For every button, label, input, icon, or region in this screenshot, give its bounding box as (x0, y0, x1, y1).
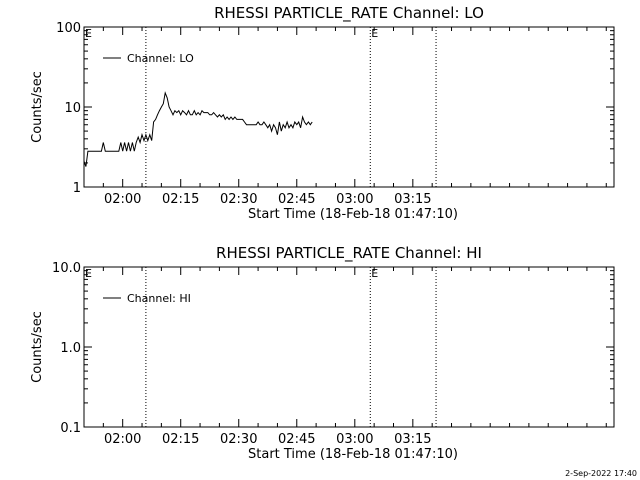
series-line (83, 91, 313, 167)
y-tick-label: 10.0 (52, 261, 81, 276)
chart-panel-hi: RHESSI PARTICLE_RATE Channel: HI E E 02:00 0… (30, 244, 615, 462)
legend-entry: Channel: HI (127, 292, 191, 305)
e-mark: E (85, 27, 92, 40)
y-tick-label: 1 (73, 181, 81, 196)
e-mark: E (371, 27, 378, 40)
legend-entry: Channel: LO (127, 52, 194, 65)
x-axis-label: Start Time (18-Feb-18 01:47:10) (248, 447, 458, 462)
y-tick-label: 10 (64, 101, 81, 116)
footer-timestamp: 2-Sep-2022 17:40 (565, 469, 637, 478)
x-tick-label: 03:15 (394, 432, 431, 447)
x-tick-label: 02:30 (220, 432, 257, 447)
x-tick-label: 03:00 (336, 192, 373, 207)
x-tick-label: 02:45 (278, 432, 315, 447)
plot-frame (83, 266, 615, 428)
chart-title: RHESSI PARTICLE_RATE Channel: LO (214, 4, 484, 23)
chart-title: RHESSI PARTICLE_RATE Channel: HI (216, 244, 482, 263)
x-tick-label: 03:15 (394, 192, 431, 207)
plot-frame (83, 26, 615, 188)
x-tick-label: 02:30 (220, 192, 257, 207)
e-mark: E (85, 267, 92, 280)
y-tick-label: 1.0 (60, 341, 81, 356)
y-axis-label: Counts/sec (30, 71, 45, 143)
y-tick-label: 0.1 (60, 421, 81, 436)
x-tick-label: 02:15 (162, 432, 199, 447)
y-tick-label: 100 (56, 21, 81, 36)
x-tick-label: 02:00 (104, 192, 141, 207)
y-axis-label: Counts/sec (30, 311, 45, 383)
x-tick-label: 02:45 (278, 192, 315, 207)
e-mark: E (371, 267, 378, 280)
x-axis-label: Start Time (18-Feb-18 01:47:10) (248, 207, 458, 222)
x-tick-label: 02:15 (162, 192, 199, 207)
chart-panel-lo: RHESSI PARTICLE_RATE Channel: LO E E 02:00 0… (30, 4, 615, 222)
x-tick-label: 02:00 (104, 432, 141, 447)
x-tick-label: 03:00 (336, 432, 373, 447)
